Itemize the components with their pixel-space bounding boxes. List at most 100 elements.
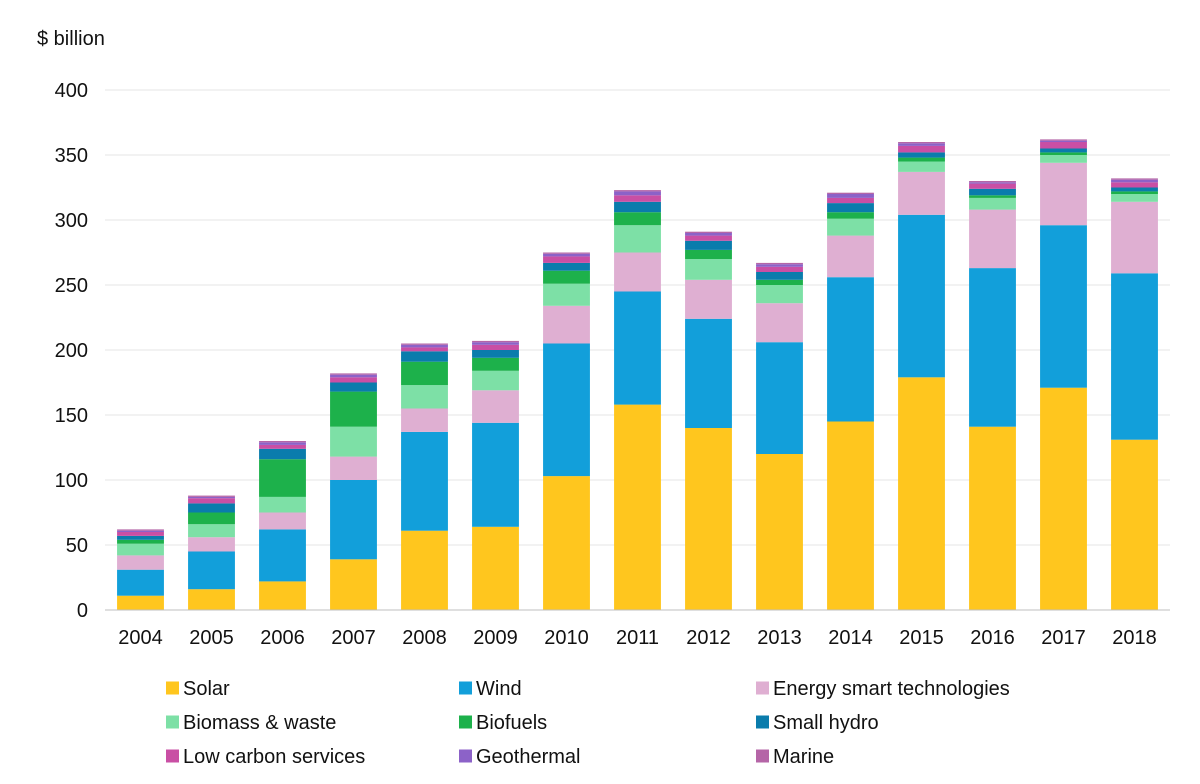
bar-segment [117, 555, 164, 570]
bar-segment [330, 377, 377, 383]
x-tick-label: 2009 [473, 627, 518, 649]
bar-segment [614, 252, 661, 292]
bar-segment [685, 428, 732, 610]
legend[interactable]: Solar Wind Energy smart technologies Biomas… [166, 678, 1010, 768]
bar-segment [827, 235, 874, 278]
legend-item[interactable]: Biofuels [459, 712, 547, 734]
bar-segment [330, 456, 377, 480]
bar-segment [259, 581, 306, 610]
bar-segment [330, 373, 377, 375]
bar-segment [898, 161, 945, 172]
bar-segment [1040, 162, 1087, 226]
bar-segment [898, 214, 945, 378]
bar-segment [543, 253, 590, 257]
bar-segment [969, 181, 1016, 183]
bar-segment [401, 530, 448, 610]
bar-segment [969, 195, 1016, 198]
bar-segment [543, 256, 590, 263]
legend-item[interactable]: Geothermal [459, 746, 581, 768]
bar-segment [756, 262, 803, 265]
bar-segment [614, 190, 661, 192]
x-tick-label: 2005 [189, 627, 234, 649]
bar-segment [614, 212, 661, 226]
bar-segment [969, 268, 1016, 427]
bar-segment [472, 357, 519, 371]
bar-segment [117, 595, 164, 610]
y-tick-label: 0 [77, 600, 88, 622]
bar-segment [401, 344, 448, 348]
bar-segment [898, 157, 945, 162]
bar-segment [117, 535, 164, 540]
bar-segment [188, 551, 235, 590]
y-axis-title: $ billion [37, 28, 105, 50]
bar-stack-2010 [543, 252, 590, 610]
bar-segment [969, 209, 1016, 269]
bar-segment [969, 197, 1016, 210]
bar-segment [117, 532, 164, 536]
legend-label: Low carbon services [183, 746, 365, 768]
bar-segment [401, 385, 448, 409]
bar-segment [1040, 387, 1087, 610]
bar-segment [898, 143, 945, 146]
bar-segment [614, 195, 661, 202]
x-tick-label: 2012 [686, 627, 731, 649]
bar-segment [330, 374, 377, 378]
bar-segment [827, 277, 874, 422]
bar-segment [472, 422, 519, 527]
bar-segment [543, 305, 590, 344]
legend-item[interactable]: Wind [459, 678, 522, 700]
bar-segment [1111, 178, 1158, 180]
bar-segment [827, 192, 874, 194]
bar-segment [472, 370, 519, 391]
bar-segment [330, 559, 377, 610]
bar-segment [614, 404, 661, 610]
legend-item[interactable]: Small hydro [756, 712, 879, 734]
bar-segment [117, 539, 164, 544]
y-tick-label: 100 [55, 470, 88, 492]
bar-segment [259, 529, 306, 582]
bar-stack-2011 [614, 190, 661, 610]
y-tick-label: 250 [55, 275, 88, 297]
x-tick-label: 2007 [331, 627, 376, 649]
x-tick-label: 2011 [616, 627, 659, 649]
bar-segment [1040, 139, 1087, 141]
bar-segment [188, 503, 235, 513]
bar-segment [188, 496, 235, 499]
bar-segment [259, 444, 306, 449]
legend-label: Marine [773, 746, 834, 768]
bar-segment [117, 530, 164, 532]
legend-label: Biofuels [476, 712, 547, 734]
bar-segment [969, 182, 1016, 184]
bar-segment [543, 262, 590, 271]
legend-item[interactable]: Low carbon services [166, 746, 365, 768]
legend-label: Energy smart technologies [773, 678, 1010, 700]
bar-segment [685, 249, 732, 259]
bar-segment [756, 264, 803, 267]
bar-segment [259, 496, 306, 513]
legend-swatch [459, 749, 472, 763]
bar-segment [117, 529, 164, 531]
bar-segment [685, 233, 732, 236]
y-tick-label: 300 [55, 210, 88, 232]
bar-segment [1040, 225, 1087, 388]
legend-item[interactable]: Solar [166, 678, 230, 700]
bar-segment [1111, 182, 1158, 188]
bar-segment [685, 279, 732, 319]
bar-stack-2009 [472, 340, 519, 610]
legend-item[interactable]: Biomass & waste [166, 712, 336, 734]
legend-label: Wind [476, 678, 522, 700]
x-tick-label: 2004 [118, 627, 163, 649]
bar-segment [472, 390, 519, 423]
bar-stack-2006 [259, 441, 306, 610]
bar-segment [898, 152, 945, 158]
bar-segment [614, 191, 661, 196]
bar-segment [401, 408, 448, 432]
legend-item[interactable]: Marine [756, 746, 834, 768]
bar-segment [330, 480, 377, 560]
legend-item[interactable]: Energy smart technologies [756, 678, 1010, 700]
bar-segment [188, 495, 235, 497]
bar-segment [543, 252, 590, 254]
bar-segment [401, 343, 448, 345]
